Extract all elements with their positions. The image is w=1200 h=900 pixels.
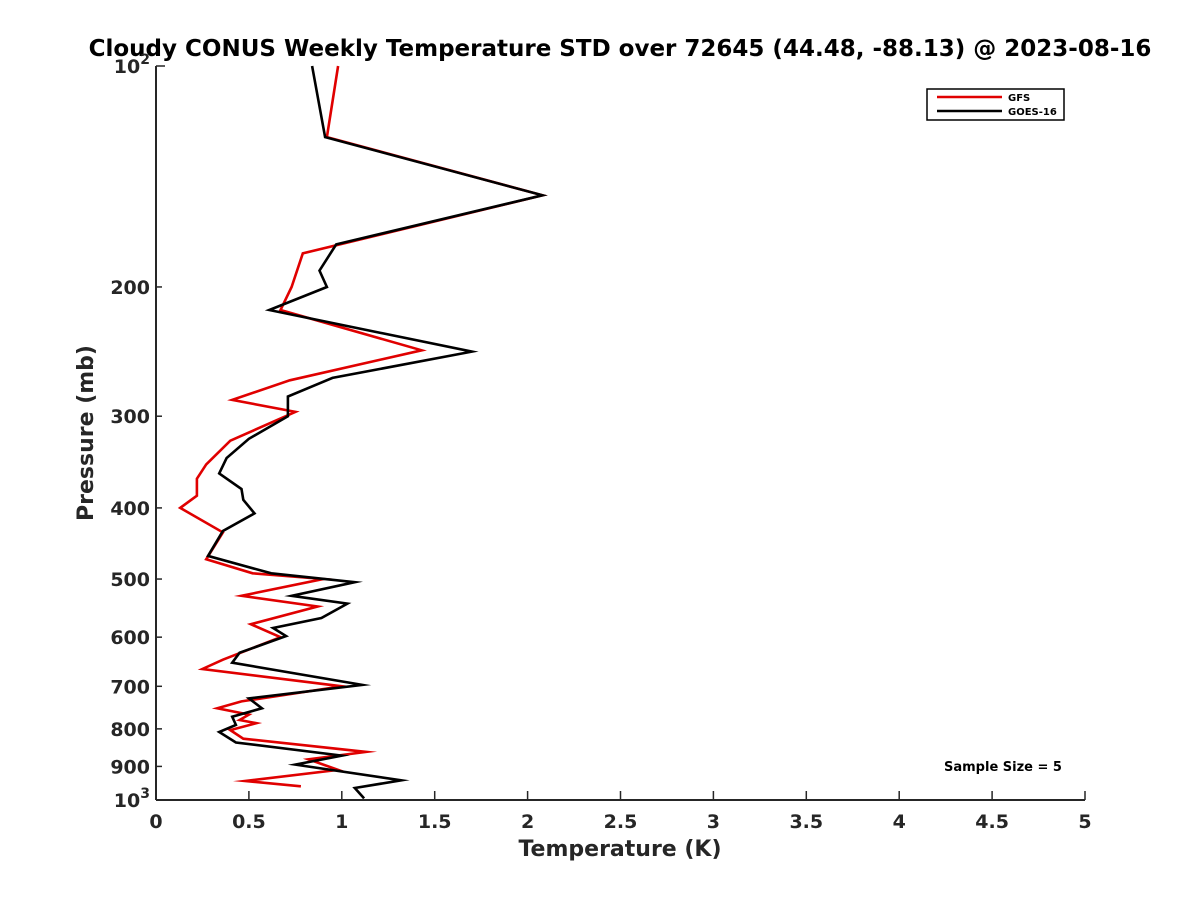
y-tick-label: 102 (114, 52, 150, 78)
sample-size-annotation: Sample Size = 5 (944, 760, 1062, 775)
legend-label-goes-16: GOES-16 (1008, 107, 1057, 118)
legend-label-gfs: GFS (1008, 93, 1030, 104)
x-tick-label: 1.5 (418, 811, 452, 833)
x-tick-label: 0.5 (232, 811, 266, 833)
legend: GFS GOES-16 (926, 88, 1065, 121)
y-tick-label-base: 300 (110, 406, 150, 428)
x-tick-label: 0 (149, 811, 162, 833)
legend-items: GFS GOES-16 (937, 93, 1057, 118)
chart-title: Cloudy CONUS Weekly Temperature STD over… (89, 36, 1152, 62)
x-axis-label: Temperature (K) (518, 837, 721, 862)
x-tick-label: 3 (707, 811, 720, 833)
x-tick-label: 3.5 (789, 811, 823, 833)
plot-area: 0 0.5 1 1.5 2 2.5 3 3.5 4 4.5 5 102200300400500600… (110, 52, 1091, 833)
y-tick-label-base: 600 (110, 627, 150, 649)
y-tick-label-base: 10 (114, 56, 140, 78)
y-tick-label: 500 (110, 569, 150, 591)
y-tick-label-base: 700 (110, 676, 150, 698)
x-tick-label: 5 (1078, 811, 1091, 833)
legend-box (926, 88, 1065, 121)
series-line-goes-16 (206, 65, 548, 800)
y-tick-label: 400 (110, 498, 150, 520)
y-tick-label: 900 (110, 756, 150, 778)
x-tick-label: 1 (335, 811, 348, 833)
y-tick-label-base: 200 (110, 277, 150, 299)
y-tick-label-base: 10 (114, 790, 140, 812)
y-tick-label: 600 (110, 627, 150, 649)
x-tick-label: 4 (893, 811, 906, 833)
y-tick-label-exponent: 2 (140, 52, 150, 68)
y-tick-label: 103 (114, 786, 150, 812)
x-tick-label: 2 (521, 811, 534, 833)
y-tick-label-base: 900 (110, 756, 150, 778)
x-tick-label: 4.5 (975, 811, 1009, 833)
series-layer (177, 65, 548, 800)
y-tick-label: 200 (110, 277, 150, 299)
y-tick-label-base: 400 (110, 498, 150, 520)
y-tick-label: 800 (110, 719, 150, 741)
y-tick-label: 700 (110, 676, 150, 698)
y-tick-label-base: 500 (110, 569, 150, 591)
y-tick-label-base: 800 (110, 719, 150, 741)
x-axis-ticks: 0 0.5 1 1.5 2 2.5 3 3.5 4 4.5 5 (149, 791, 1092, 833)
y-axis-label: Pressure (mb) (74, 345, 99, 521)
y-tick-label: 300 (110, 406, 150, 428)
series-line-gfs (177, 65, 548, 788)
y-tick-label-exponent: 3 (140, 786, 150, 802)
x-tick-label: 2.5 (604, 811, 638, 833)
